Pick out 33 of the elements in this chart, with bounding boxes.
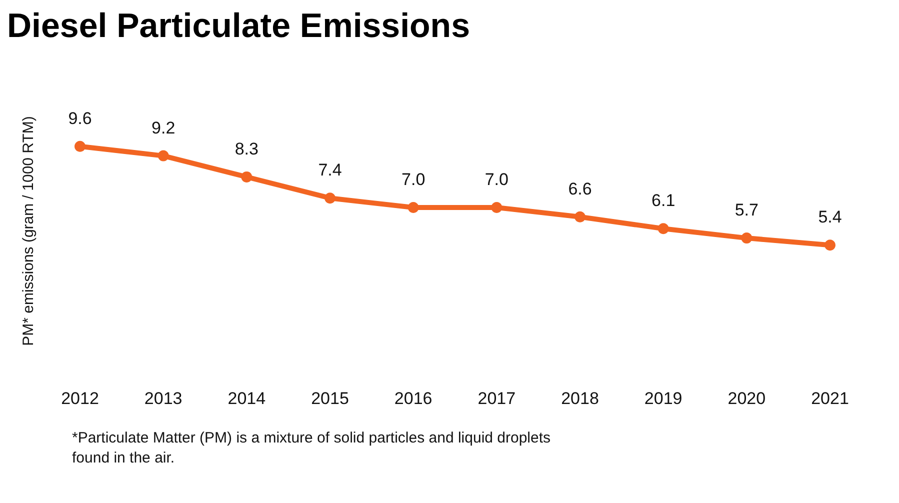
y-axis-title: PM* emissions (gram / 1000 RTM): [20, 116, 37, 346]
x-tick-label: 2017: [478, 389, 516, 408]
text: *Particulate Matter (PM) is a mixture of solid particles and liquid droplets found in the air.: [72, 430, 555, 466]
data-label: 6.6: [568, 179, 592, 198]
x-tick-label: 2021: [811, 389, 849, 408]
x-tick-label: 2020: [728, 389, 766, 408]
data-label: 7.0: [402, 170, 426, 189]
data-label: 6.1: [652, 191, 676, 210]
x-tick-label: 2012: [61, 389, 99, 408]
point: [324, 192, 336, 204]
point: [574, 211, 586, 222]
data-label: 9.2: [152, 118, 176, 138]
x-tick-label: 2016: [394, 389, 432, 408]
point: [158, 150, 169, 162]
point: [658, 223, 669, 234]
point: [74, 140, 86, 152]
x-tick-label: 2013: [144, 389, 182, 408]
data-label: 5.7: [734, 200, 758, 220]
data-label: 7.0: [484, 170, 508, 189]
x-tick-label: 2019: [644, 389, 682, 408]
point: [824, 240, 836, 251]
point: [491, 202, 502, 213]
data-label: 8.3: [234, 139, 258, 158]
x-tick-label: 2015: [311, 389, 349, 408]
point: [241, 171, 252, 182]
data-label: 7.4: [318, 160, 342, 180]
x-tick-label: 2014: [228, 389, 266, 408]
x-tick-label: 2018: [561, 389, 599, 408]
point: [408, 202, 419, 213]
data-label: 5.4: [818, 208, 842, 227]
chart-title: Diesel Particulate Emissions: [7, 7, 470, 45]
data-label: 9.6: [68, 108, 92, 128]
point: [741, 232, 752, 244]
